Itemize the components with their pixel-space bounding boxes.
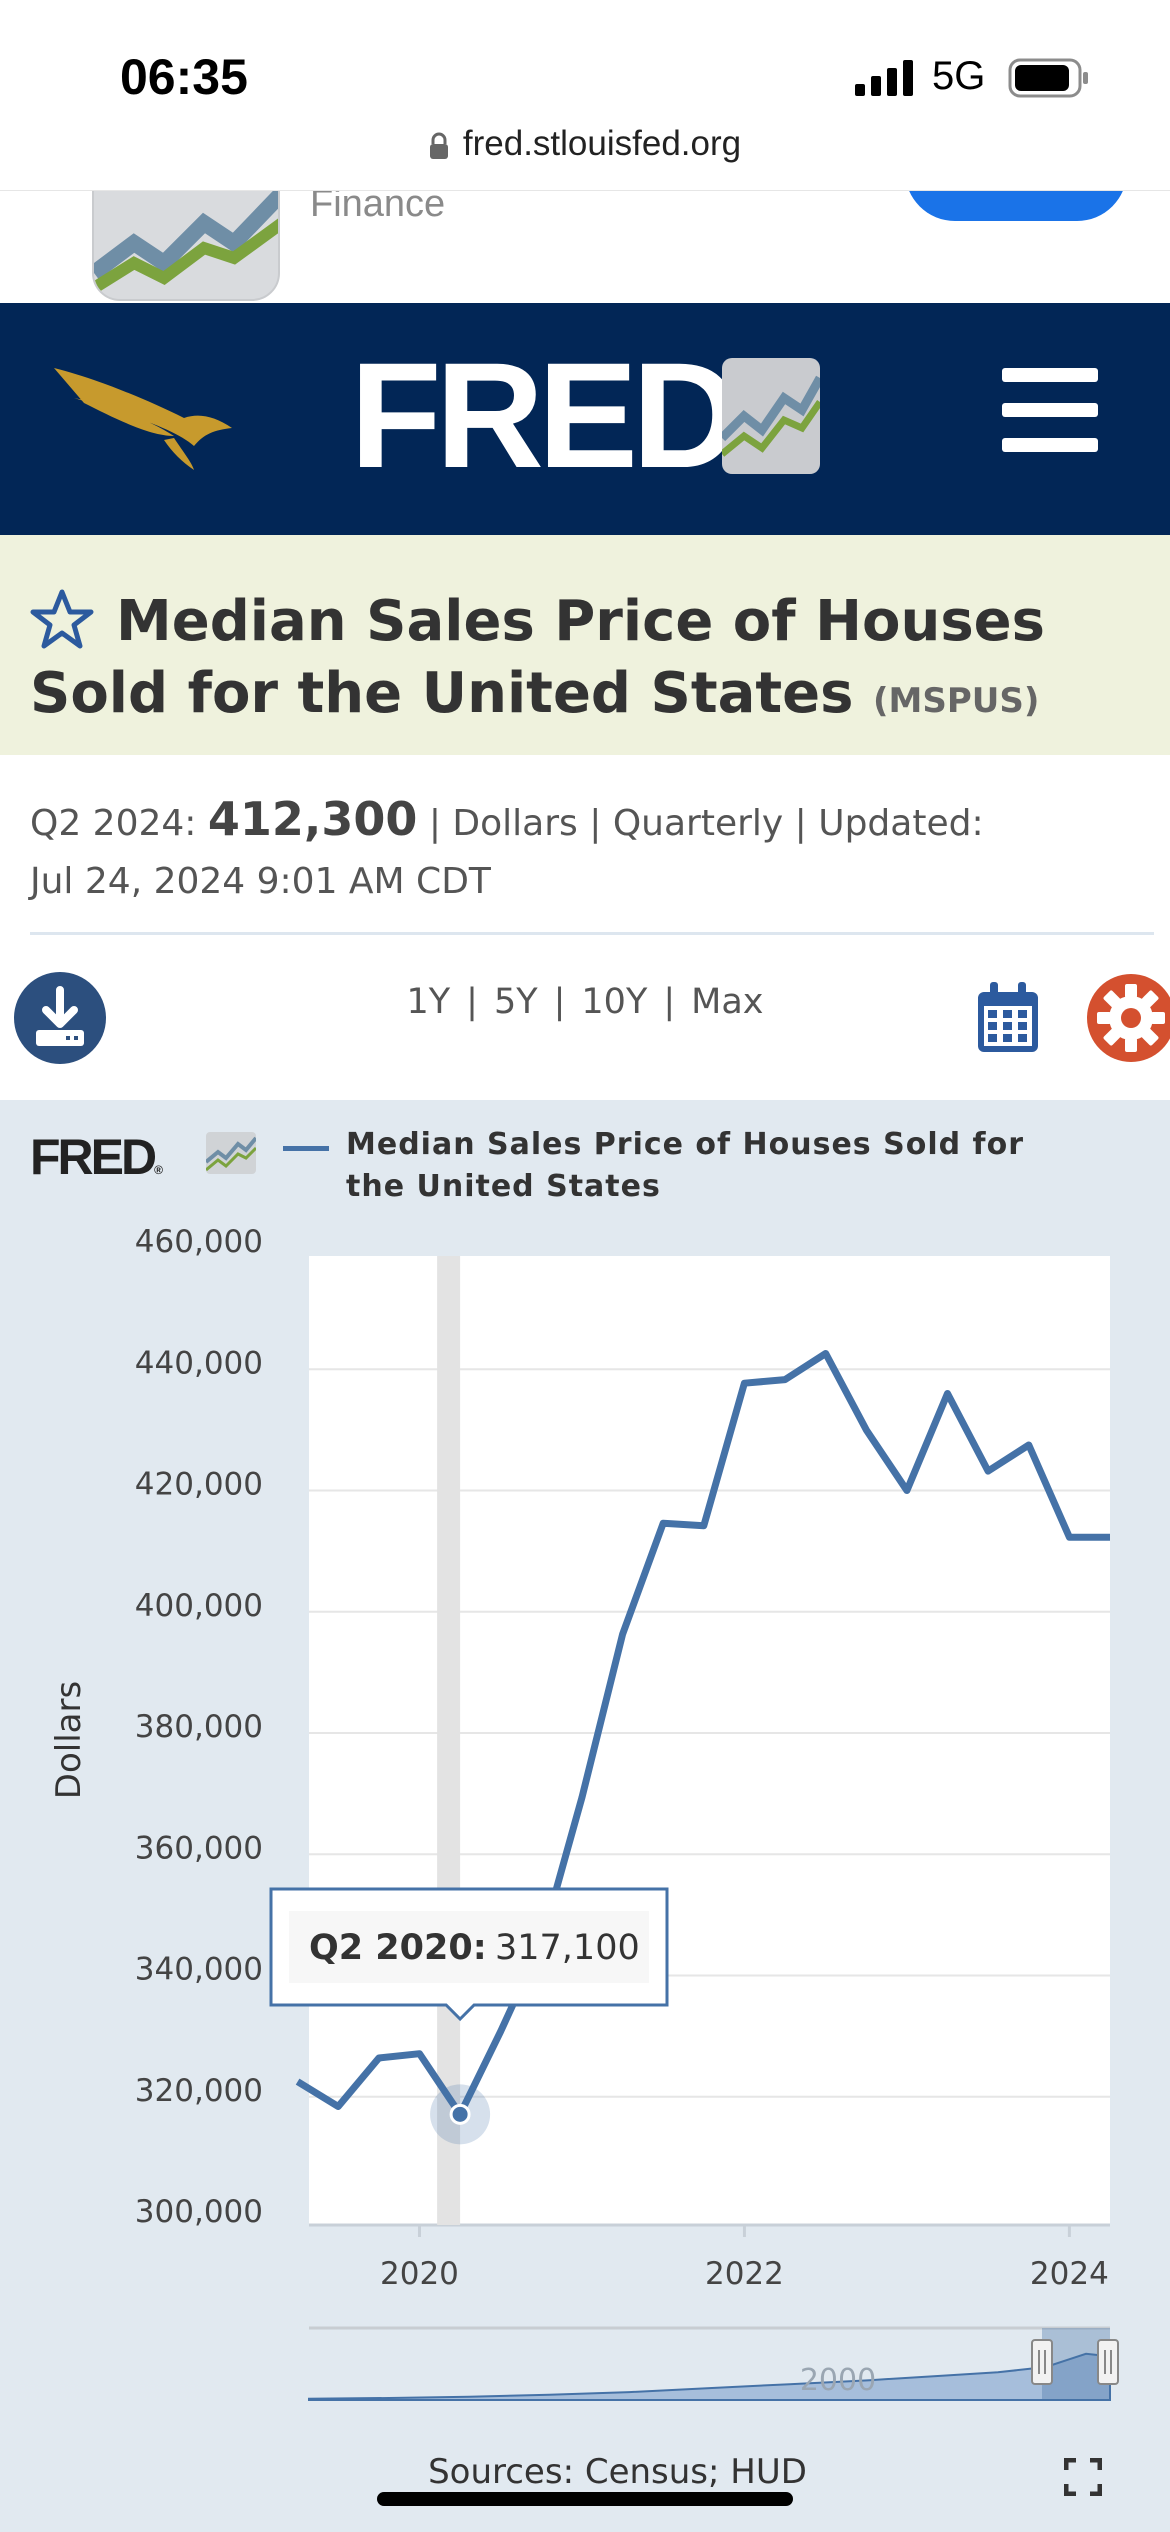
y-tick-label: 420,000 [135, 1467, 263, 1503]
line-chart[interactable]: 300,000 320,000 340,000 360,000 380,000 400,0… [0, 1200, 1170, 2430]
eagle-logo-icon[interactable] [54, 358, 238, 470]
y-axis-ticks: 300,000 320,000 340,000 360,000 380,000 400,0… [135, 1224, 263, 2230]
y-tick-label: 440,000 [135, 1345, 263, 1381]
status-bar: 06:35 5G [0, 0, 1170, 120]
legend-label[interactable]: Median Sales Price of Houses Sold for the… [346, 1127, 1024, 1204]
highlight-point [449, 2103, 471, 2125]
app-banner-open-button[interactable] [905, 191, 1127, 221]
y-tick-label: 320,000 [135, 2073, 263, 2109]
app-banner-subtitle: Finance [310, 190, 446, 225]
legend-marker [283, 1146, 329, 1151]
meta-units: | Dollars | Quarterly | Updated: [428, 803, 984, 844]
home-indicator [377, 2492, 793, 2506]
navigator-handle-right[interactable] [1097, 2339, 1119, 2385]
x-axis-ticks: 2020 2022 2024 [380, 2225, 1109, 2292]
range-5y[interactable]: 5Y [493, 982, 538, 1022]
chart-sources: Sources: Census; HUD [428, 2452, 807, 2492]
range-separator: | [553, 982, 566, 1022]
lock-icon [429, 132, 448, 159]
range-max[interactable]: Max [691, 982, 764, 1022]
tooltip-label: Q2 2020: [309, 1928, 487, 1968]
series-id: (MSPUS) [872, 681, 1040, 721]
fullscreen-icon[interactable] [1064, 2458, 1102, 2496]
page-title: Median Sales Price of Houses Sold for th… [30, 586, 1140, 737]
date-range-selector: 1Y | 5Y | 10Y | Max [0, 982, 1170, 1022]
y-tick-label: 360,000 [135, 1830, 263, 1866]
y-tick-label: 340,000 [135, 1952, 263, 1988]
download-icon [36, 986, 84, 1046]
y-axis-label: Dollars [49, 1681, 89, 1799]
updated-date: Jul 24, 2024 9:01 AM CDT [30, 861, 491, 902]
battery-icon [1008, 58, 1088, 98]
title-band [0, 535, 1170, 755]
chart-fred-icon [206, 1132, 256, 1174]
menu-icon[interactable] [1002, 368, 1098, 452]
app-banner: Finance [0, 190, 1170, 303]
address-bar[interactable]: fred.stlouisfed.org [0, 124, 1170, 164]
tooltip: Q2 2020: 317,100 [269, 1887, 669, 2022]
x-tick-label: 2022 [705, 2256, 784, 2292]
range-separator: | [663, 982, 676, 1022]
divider [30, 932, 1154, 935]
x-tick-label: 2024 [1030, 2256, 1109, 2292]
series-line [295, 1350, 1110, 2118]
calendar-icon[interactable] [976, 982, 1040, 1054]
network-type: 5G [932, 54, 986, 98]
download-button[interactable] [14, 972, 106, 1064]
tooltip-value: 317,100 [495, 1928, 640, 1968]
y-tick-label: 380,000 [135, 1709, 263, 1745]
range-10y[interactable]: 10Y [581, 982, 648, 1022]
x-tick-label: 2020 [380, 2256, 459, 2292]
url-text: fred.stlouisfed.org [462, 124, 742, 163]
range-separator: | [466, 982, 478, 1022]
series-meta: Q2 2024: 412,300 | Dollars | Quarterly |… [30, 790, 1140, 911]
navigator-year-label: 2000 [800, 2363, 876, 2398]
range-1y[interactable]: 1Y [406, 982, 451, 1022]
cellular-signal-icon [855, 60, 913, 96]
fred-app-icon[interactable] [92, 191, 280, 301]
series-title: Median Sales Price of Houses Sold for th… [30, 589, 1045, 726]
y-tick-label: 460,000 [135, 1224, 263, 1260]
range-navigator[interactable]: 2000 [308, 2326, 1119, 2401]
plot-background [309, 1256, 1110, 2225]
fred-chart-icon [722, 358, 820, 474]
chart-fred-logo: FRED® [30, 1129, 163, 1185]
star-icon[interactable] [30, 588, 94, 652]
navigator-handle-left[interactable] [1031, 2339, 1053, 2385]
navigator-area [308, 2352, 1111, 2401]
status-time: 06:35 [120, 49, 248, 105]
period-label: Q2 2024: [30, 803, 197, 844]
fred-logo[interactable]: FRED® [350, 331, 751, 499]
gear-icon[interactable] [1085, 972, 1170, 1064]
latest-value: 412,300 [207, 792, 418, 846]
y-tick-label: 300,000 [135, 2194, 263, 2230]
y-tick-label: 400,000 [135, 1588, 263, 1624]
